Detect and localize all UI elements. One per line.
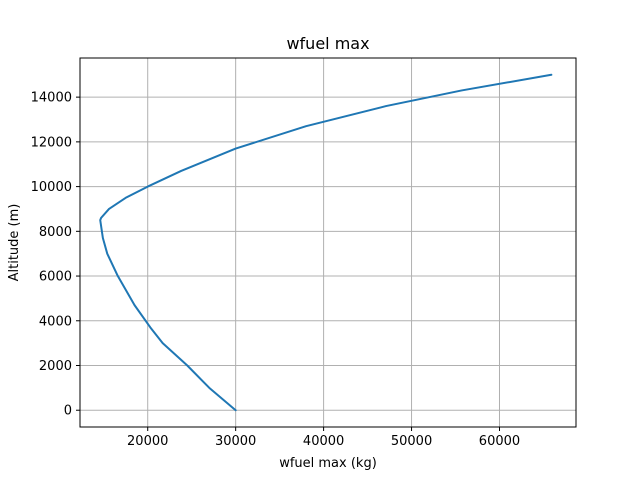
y-axis-label: Altitude (m) (7, 204, 22, 282)
x-tick-label: 40000 (303, 434, 344, 449)
y-tick-label: 8000 (39, 225, 72, 240)
y-tick-label: 10000 (31, 180, 72, 195)
x-tick-label: 30000 (215, 434, 256, 449)
x-tick-label: 60000 (479, 434, 520, 449)
y-tick-label: 4000 (39, 314, 72, 329)
tick-layer: 20000 30000 40000 50000 60000 0 2000 4000 6000 80… (31, 91, 521, 449)
y-tick-label: 6000 (39, 270, 72, 285)
axes-frame (79, 57, 577, 428)
x-tick-label: 50000 (391, 434, 432, 449)
y-tick-label: 0 (64, 404, 72, 419)
series-line-0 (99, 73, 553, 412)
series-layer (99, 73, 553, 412)
axes-background (80, 58, 576, 427)
y-tick-label: 2000 (39, 359, 72, 374)
grid-layer (80, 58, 576, 427)
chart-title: wfuel max (286, 34, 369, 53)
y-tick-label: 14000 (31, 91, 72, 106)
x-tick-label: 20000 (127, 434, 168, 449)
y-tick-label: 12000 (31, 135, 72, 150)
x-axis-label: wfuel max (kg) (279, 456, 377, 471)
